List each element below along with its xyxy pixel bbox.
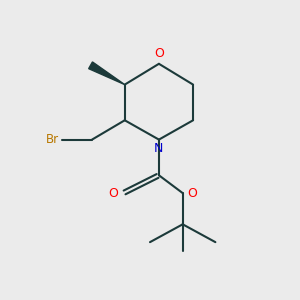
Text: O: O <box>154 47 164 60</box>
Text: Br: Br <box>46 133 59 146</box>
Text: O: O <box>108 187 118 200</box>
Text: O: O <box>187 187 197 200</box>
Polygon shape <box>89 62 125 85</box>
Text: N: N <box>154 142 164 155</box>
